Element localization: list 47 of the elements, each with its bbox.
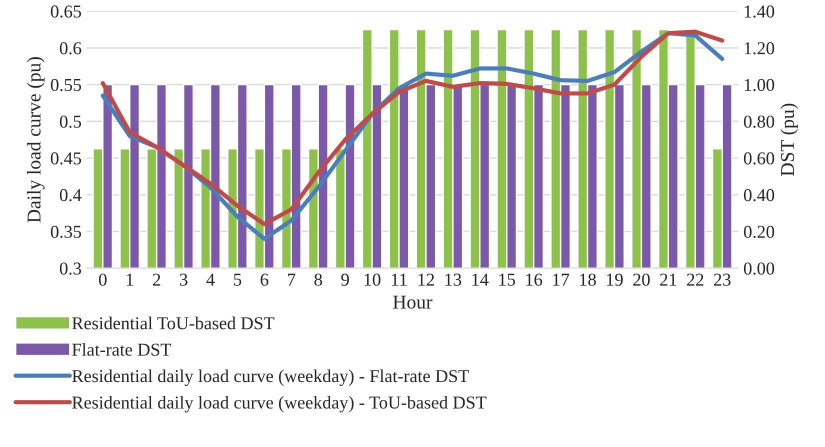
x-tick-label: 9 [341, 274, 349, 286]
y-tick-label: 0.65 [50, 5, 82, 18]
x-tick-label: 12 [418, 274, 434, 286]
y2-tick-label: 1.40 [744, 5, 774, 18]
y2-axis-title: DST (pu) [780, 104, 798, 176]
legend-label: Residential daily load curve (weekday) - ToU-based DST [72, 396, 486, 412]
y2-tick-label: 1.00 [744, 78, 774, 92]
y2-tick-label: 0.00 [744, 262, 774, 275]
legend-label: Residential daily load curve (weekday) - Flat-rate DST [72, 369, 469, 386]
x-tick-label: 8 [314, 274, 322, 286]
x-tick-label: 19 [607, 274, 623, 286]
x-tick-label: 1 [126, 274, 134, 286]
y-axis-title: Daily load curve (pu) [26, 57, 45, 223]
y-tick-label: 0.4 [60, 189, 82, 202]
x-tick-label: 15 [499, 274, 516, 286]
y2-tick-label: 0.20 [744, 226, 774, 238]
y2-tick-label: 1.20 [744, 42, 774, 54]
x-tick-label: 13 [445, 274, 462, 286]
legend-label: Flat-rate DST [72, 343, 172, 356]
x-tick-label: 3 [180, 274, 188, 286]
x-tick-label: 4 [206, 274, 215, 286]
y-tick-label: 0.55 [50, 78, 82, 92]
y-tick-label: 0.3 [60, 262, 82, 275]
x-tick-label: 21 [660, 274, 676, 286]
x-tick-label: 7 [288, 274, 296, 286]
x-tick-label: 11 [392, 274, 407, 286]
x-tick-label: 23 [714, 274, 731, 286]
legend-label: Residential ToU-based DST [72, 316, 274, 330]
x-tick-label: 14 [472, 274, 489, 286]
x-tick-label: 18 [580, 274, 596, 286]
x-axis-title: Hour [393, 296, 432, 309]
y-tick-label: 0.5 [60, 116, 82, 128]
x-tick-label: 22 [687, 274, 704, 286]
x-tick-label: 5 [234, 274, 242, 286]
x-tick-label: 17 [553, 274, 570, 286]
x-tick-label: 20 [633, 274, 650, 286]
y-tick-label: 0.35 [50, 226, 82, 238]
y-tick-label: 0.45 [50, 152, 82, 165]
y-tick-label: 0.6 [60, 42, 82, 54]
y2-tick-label: 0.60 [744, 152, 774, 165]
x-tick-label: 16 [526, 274, 542, 286]
x-tick-label: 0 [98, 274, 107, 286]
x-tick-label: 2 [152, 274, 160, 286]
x-tick-label: 6 [260, 274, 268, 286]
y2-tick-label: 0.80 [744, 116, 774, 128]
x-tick-label: 10 [364, 274, 380, 286]
y2-tick-label: 0.40 [744, 189, 774, 202]
